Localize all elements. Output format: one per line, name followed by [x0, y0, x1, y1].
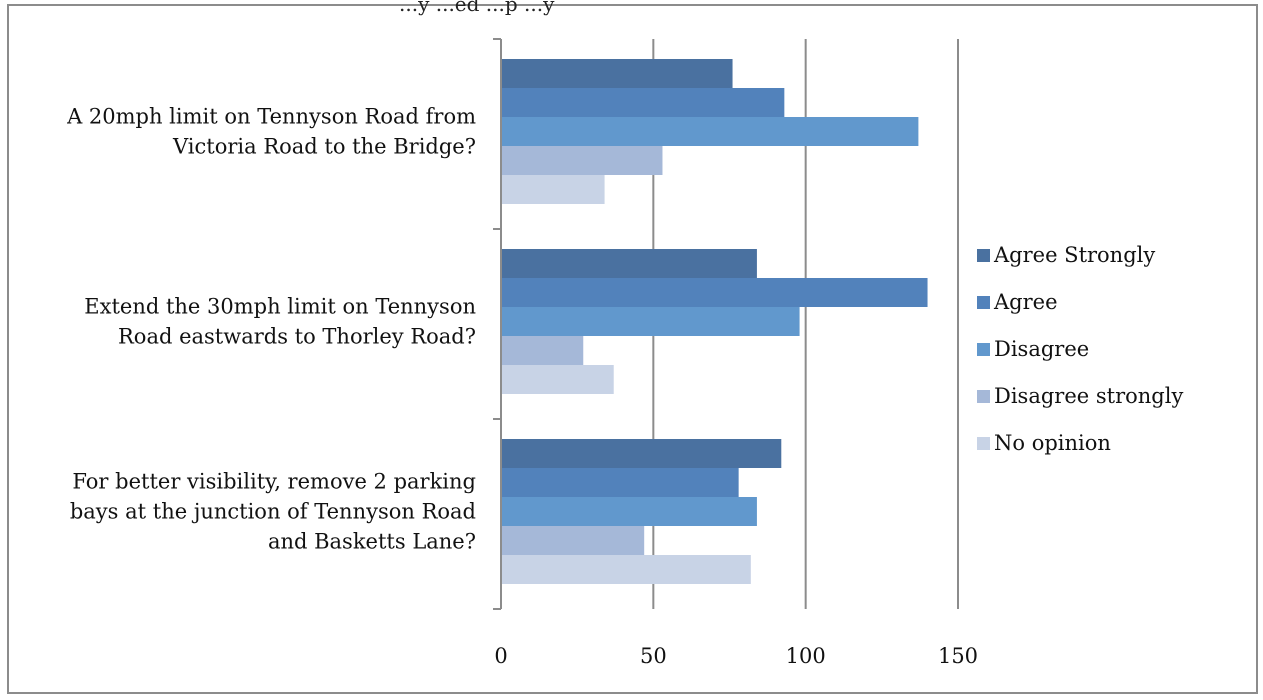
- bar-agree-strongly-1: [501, 59, 733, 88]
- x-tick-label-100: 100: [786, 644, 826, 668]
- category-labels: A 20mph limit on Tennyson Road from Victo…: [66, 105, 476, 554]
- bar-chart: A 20mph limit on Tennyson Road from Victo…: [66, 38, 1183, 668]
- bar-disagree-1: [501, 117, 919, 146]
- bar-no-opinion-3: [501, 555, 751, 584]
- category-label-line: Road eastwards to Thorley Road?: [118, 325, 476, 349]
- legend-swatch-no-opinion: [977, 437, 990, 450]
- legend-swatch-disagree-strongly: [977, 390, 990, 403]
- category-label-3: For better visibility, remove 2 parking b…: [70, 470, 476, 554]
- category-label-line: Victoria Road to the Bridge?: [172, 135, 476, 159]
- legend-swatch-agree: [977, 296, 990, 309]
- legend-label-disagree: Disagree: [994, 337, 1089, 361]
- x-tick-label-50: 50: [640, 644, 667, 668]
- bar-disagree-3: [501, 497, 757, 526]
- bar-disagree-strongly-1: [501, 146, 663, 175]
- bars: [501, 59, 928, 584]
- legend: Agree Strongly Agree Disagree Disagree stro…: [977, 243, 1183, 455]
- x-tick-label-150: 150: [938, 644, 978, 668]
- category-label-line: bays at the junction of Tennyson Road: [70, 500, 476, 524]
- bar-agree-2: [501, 278, 928, 307]
- category-label-line: and Basketts Lane?: [268, 530, 476, 554]
- x-tick-label-0: 0: [494, 644, 507, 668]
- category-label-line: Extend the 30mph limit on Tennyson: [84, 295, 476, 319]
- legend-label-disagree-strongly: Disagree strongly: [994, 384, 1183, 408]
- category-label-line: For better visibility, remove 2 parking: [72, 470, 476, 494]
- bar-disagree-2: [501, 307, 800, 336]
- bar-agree-strongly-3: [501, 439, 782, 468]
- bar-disagree-strongly-3: [501, 526, 645, 555]
- legend-label-no-opinion: No opinion: [994, 431, 1111, 455]
- chart-title-partial: ...y ...ed ...p ...y: [399, 0, 555, 16]
- chart-frame: ...y ...ed ...p ...y A 20mph limit on Te…: [7, 0, 1258, 694]
- category-label-line: A 20mph limit on Tennyson Road from: [66, 105, 476, 129]
- bar-disagree-strongly-2: [501, 336, 584, 365]
- bar-no-opinion-1: [501, 175, 605, 204]
- category-label-2: Extend the 30mph limit on Tennyson Road e…: [84, 295, 476, 349]
- bar-no-opinion-2: [501, 365, 614, 394]
- legend-swatch-disagree: [977, 343, 990, 356]
- category-label-1: A 20mph limit on Tennyson Road from Victo…: [66, 105, 476, 159]
- legend-label-agree-strongly: Agree Strongly: [993, 243, 1155, 267]
- legend-swatch-agree-strongly: [977, 249, 990, 262]
- bar-agree-1: [501, 88, 785, 117]
- axes: [493, 38, 502, 610]
- legend-label-agree: Agree: [993, 290, 1058, 314]
- bar-agree-strongly-2: [501, 249, 757, 278]
- bar-agree-3: [501, 468, 739, 497]
- x-tick-labels: 0 50 100 150: [494, 644, 978, 668]
